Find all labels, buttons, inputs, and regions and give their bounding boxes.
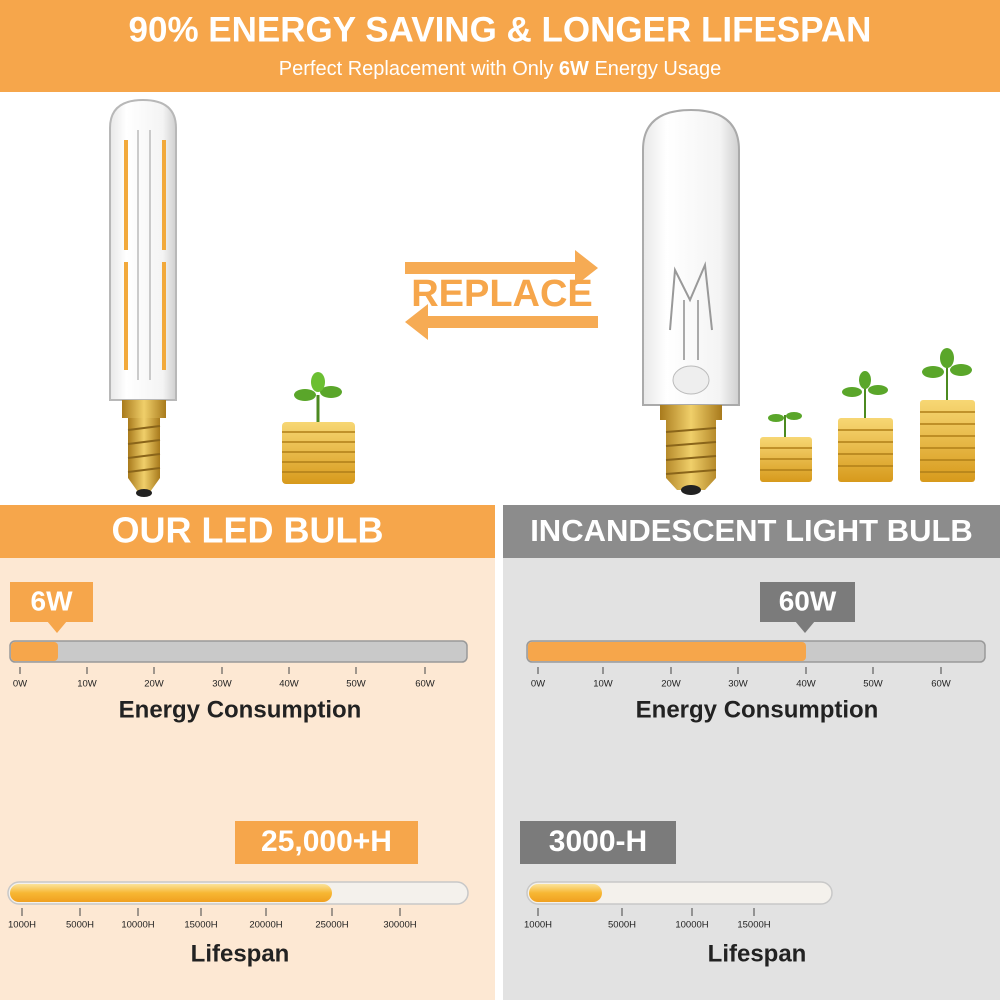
tick-label: 20W: [661, 679, 681, 690]
tick-label: 10000H: [121, 920, 154, 931]
energy-badge: [760, 582, 855, 622]
lifespan-badge-label: 25,000+H: [261, 825, 392, 858]
panel-header: [503, 505, 1000, 558]
energy-badge-label: 6W: [31, 585, 74, 616]
tick-label: 5000H: [608, 920, 636, 931]
subtitle-text: Perfect Replacement with Only: [279, 58, 559, 80]
tick-label: 0W: [13, 679, 27, 690]
lifespan-badge: [520, 821, 676, 864]
tick-label: 60W: [931, 679, 951, 690]
lifespan-badge-label: 3000-H: [549, 825, 647, 858]
tick-label: 1000H: [524, 920, 552, 931]
tick-label: 15000H: [184, 920, 217, 931]
energy-label: Energy Consumption: [119, 696, 362, 723]
lifespan-bar: [526, 881, 833, 905]
tick-label: 40W: [279, 679, 299, 690]
energy-badge-label: 60W: [779, 585, 837, 616]
subtitle-text: Energy Usage: [589, 58, 721, 80]
energy-bar-fill: [11, 642, 58, 661]
incandescent-bulb-image: [642, 108, 740, 495]
lifespan-label: Lifespan: [708, 940, 807, 967]
tick-label: 30W: [212, 679, 232, 690]
subtitle-highlight: 6W: [559, 58, 589, 80]
tick-label: 25000H: [315, 920, 348, 931]
badge-pointer: [47, 621, 67, 633]
panel-header: [0, 505, 495, 558]
tick-label: 20000H: [249, 920, 282, 931]
lifespan-label: Lifespan: [191, 940, 290, 967]
tick-label: 0W: [531, 679, 545, 690]
energy-bar: [9, 640, 468, 663]
panels: OUR LED BULB 6W 0W 10W 20W 30W 40W 50W 60W Energy…: [0, 505, 1000, 967]
tick-label: 60W: [415, 679, 435, 690]
tick-label: 20W: [144, 679, 164, 690]
header-band: [0, 0, 1000, 92]
tick-label: 1000H: [8, 920, 36, 931]
header-subtitle: Perfect Replacement with Only 6W Energy …: [279, 58, 721, 80]
led-bulb-image: [109, 98, 177, 497]
tick-label: 40W: [796, 679, 816, 690]
tick-label: 50W: [863, 679, 883, 690]
tick-label: 10000H: [675, 920, 708, 931]
lifespan-bar-fill: [10, 884, 332, 902]
panel-title: INCANDESCENT LIGHT BULB: [530, 513, 973, 548]
energy-label: Energy Consumption: [636, 696, 879, 723]
lifespan-badge: [235, 821, 418, 864]
incandescent-panel: [503, 505, 1000, 1000]
lifespan-bar-fill: [529, 884, 602, 902]
energy-bar-fill: [528, 642, 806, 661]
tick-label: 50W: [346, 679, 366, 690]
header-title: 90% ENERGY SAVING & LONGER LIFESPAN: [129, 10, 872, 49]
tick-label: 10W: [593, 679, 613, 690]
badge-pointer: [795, 621, 815, 633]
coin-stack-image: [282, 372, 355, 484]
tick-label: 5000H: [66, 920, 94, 931]
tick-label: 30000H: [383, 920, 416, 931]
coin-stacks-image: [760, 348, 975, 482]
replace-label: REPLACE: [411, 273, 593, 315]
panel-title: OUR LED BULB: [112, 510, 384, 551]
tick-label: 30W: [728, 679, 748, 690]
tick-label: 15000H: [737, 920, 770, 931]
tick-label: 10W: [77, 679, 97, 690]
replace-arrows: [405, 250, 598, 340]
energy-badge: [10, 582, 93, 622]
